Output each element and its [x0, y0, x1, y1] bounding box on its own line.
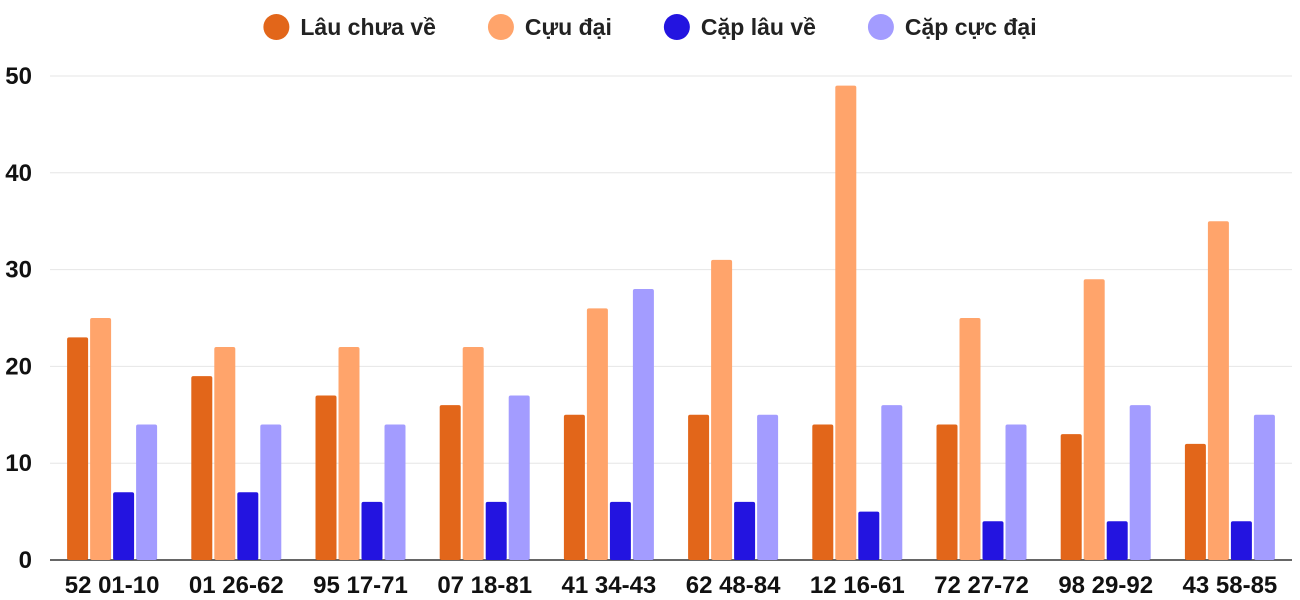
bar-cap-lau-ve-12-16-61 [858, 511, 880, 560]
bar-cap-cuc-dai-43-58-85 [1253, 414, 1275, 560]
legend-label-cuu-dai: Cựu đại [525, 14, 612, 40]
bar-cuu-dai-62-48-84 [711, 259, 733, 560]
x-tick-label: 12 16-61 [810, 572, 905, 599]
legend-label-cap-lau-ve: Cặp lâu về [701, 14, 816, 40]
bar-lau-chua-ve-01-26-62 [191, 376, 213, 560]
y-tick-label: 50 [5, 63, 32, 90]
bar-lau-chua-ve-95-17-71 [315, 395, 337, 560]
y-axis: 0 10 20 30 40 50 [5, 63, 32, 574]
bar-cuu-dai-01-26-62 [214, 347, 236, 560]
y-tick-label: 40 [5, 160, 32, 187]
bar-lau-chua-ve-52-01-10 [67, 337, 89, 560]
bar-cap-lau-ve-52-01-10 [113, 492, 135, 560]
x-tick-label: 62 48-84 [686, 572, 781, 599]
bar-cap-cuc-dai-52-01-10 [136, 424, 158, 560]
bar-cap-lau-ve-98-29-92 [1106, 521, 1128, 560]
x-axis: 52 01-10 01 26-62 95 17-71 07 18-81 41 34-43… [65, 572, 1278, 599]
bar-lau-chua-ve-98-29-92 [1060, 434, 1082, 560]
bar-cap-lau-ve-62-48-84 [734, 501, 756, 560]
x-tick-label: 43 58-85 [1183, 572, 1278, 599]
legend-marker-cuu-dai [487, 14, 514, 40]
bar-cuu-dai-72-27-72 [959, 318, 981, 560]
x-tick-label: 98 29-92 [1058, 572, 1153, 599]
bar-lau-chua-ve-62-48-84 [688, 414, 710, 560]
bar-cap-cuc-dai-07-18-81 [508, 395, 530, 560]
bar-cap-lau-ve-07-18-81 [485, 501, 507, 560]
bar-cap-lau-ve-95-17-71 [361, 501, 383, 560]
gridlines [50, 75, 1292, 561]
bar-series [67, 85, 1275, 561]
bar-cuu-dai-52-01-10 [90, 318, 112, 560]
bar-cuu-dai-07-18-81 [462, 347, 484, 560]
y-tick-label: 10 [5, 450, 32, 477]
bar-cuu-dai-43-58-85 [1207, 221, 1229, 560]
bar-cap-lau-ve-41-34-43 [609, 501, 631, 560]
bar-cuu-dai-12-16-61 [835, 85, 857, 561]
bar-cuu-dai-95-17-71 [338, 347, 360, 560]
legend-marker-lau-chua-ve [263, 14, 290, 40]
bar-lau-chua-ve-07-18-81 [439, 405, 461, 560]
x-tick-label: 95 17-71 [313, 572, 408, 599]
y-tick-label: 0 [19, 547, 32, 574]
legend-marker-cap-cuc-dai [867, 14, 894, 40]
bar-cap-lau-ve-01-26-62 [237, 492, 259, 560]
x-tick-label: 52 01-10 [65, 572, 160, 599]
x-tick-label: 41 34-43 [562, 572, 657, 599]
legend-marker-cap-lau-ve [663, 14, 690, 40]
x-tick-label: 01 26-62 [189, 572, 284, 599]
bar-cap-cuc-dai-41-34-43 [632, 288, 654, 560]
bar-cap-lau-ve-43-58-85 [1230, 521, 1252, 560]
legend-label-lau-chua-ve: Lâu chưa về [300, 14, 436, 40]
chart-legend: Lâu chưa về Cựu đại Cặp lâu về Cặp cực đại [263, 14, 1037, 40]
bar-cap-cuc-dai-95-17-71 [384, 424, 406, 560]
y-tick-label: 20 [5, 353, 32, 380]
bar-lau-chua-ve-72-27-72 [936, 424, 958, 560]
bar-lau-chua-ve-41-34-43 [563, 414, 585, 560]
y-tick-label: 30 [5, 257, 32, 284]
bar-cuu-dai-41-34-43 [586, 308, 608, 560]
legend-label-cap-cuc-dai: Cặp cực đại [905, 14, 1037, 40]
bar-cap-cuc-dai-72-27-72 [1005, 424, 1027, 560]
bar-cap-cuc-dai-98-29-92 [1129, 405, 1151, 560]
bar-cap-cuc-dai-01-26-62 [260, 424, 282, 560]
bar-cuu-dai-98-29-92 [1083, 279, 1105, 560]
x-tick-label: 72 27-72 [934, 572, 1029, 599]
bar-cap-cuc-dai-12-16-61 [881, 405, 903, 560]
bar-lau-chua-ve-43-58-85 [1184, 443, 1206, 560]
bar-lau-chua-ve-12-16-61 [812, 424, 834, 560]
bar-cap-lau-ve-72-27-72 [982, 521, 1004, 560]
x-tick-label: 07 18-81 [437, 572, 532, 599]
bar-cap-cuc-dai-62-48-84 [757, 414, 779, 560]
